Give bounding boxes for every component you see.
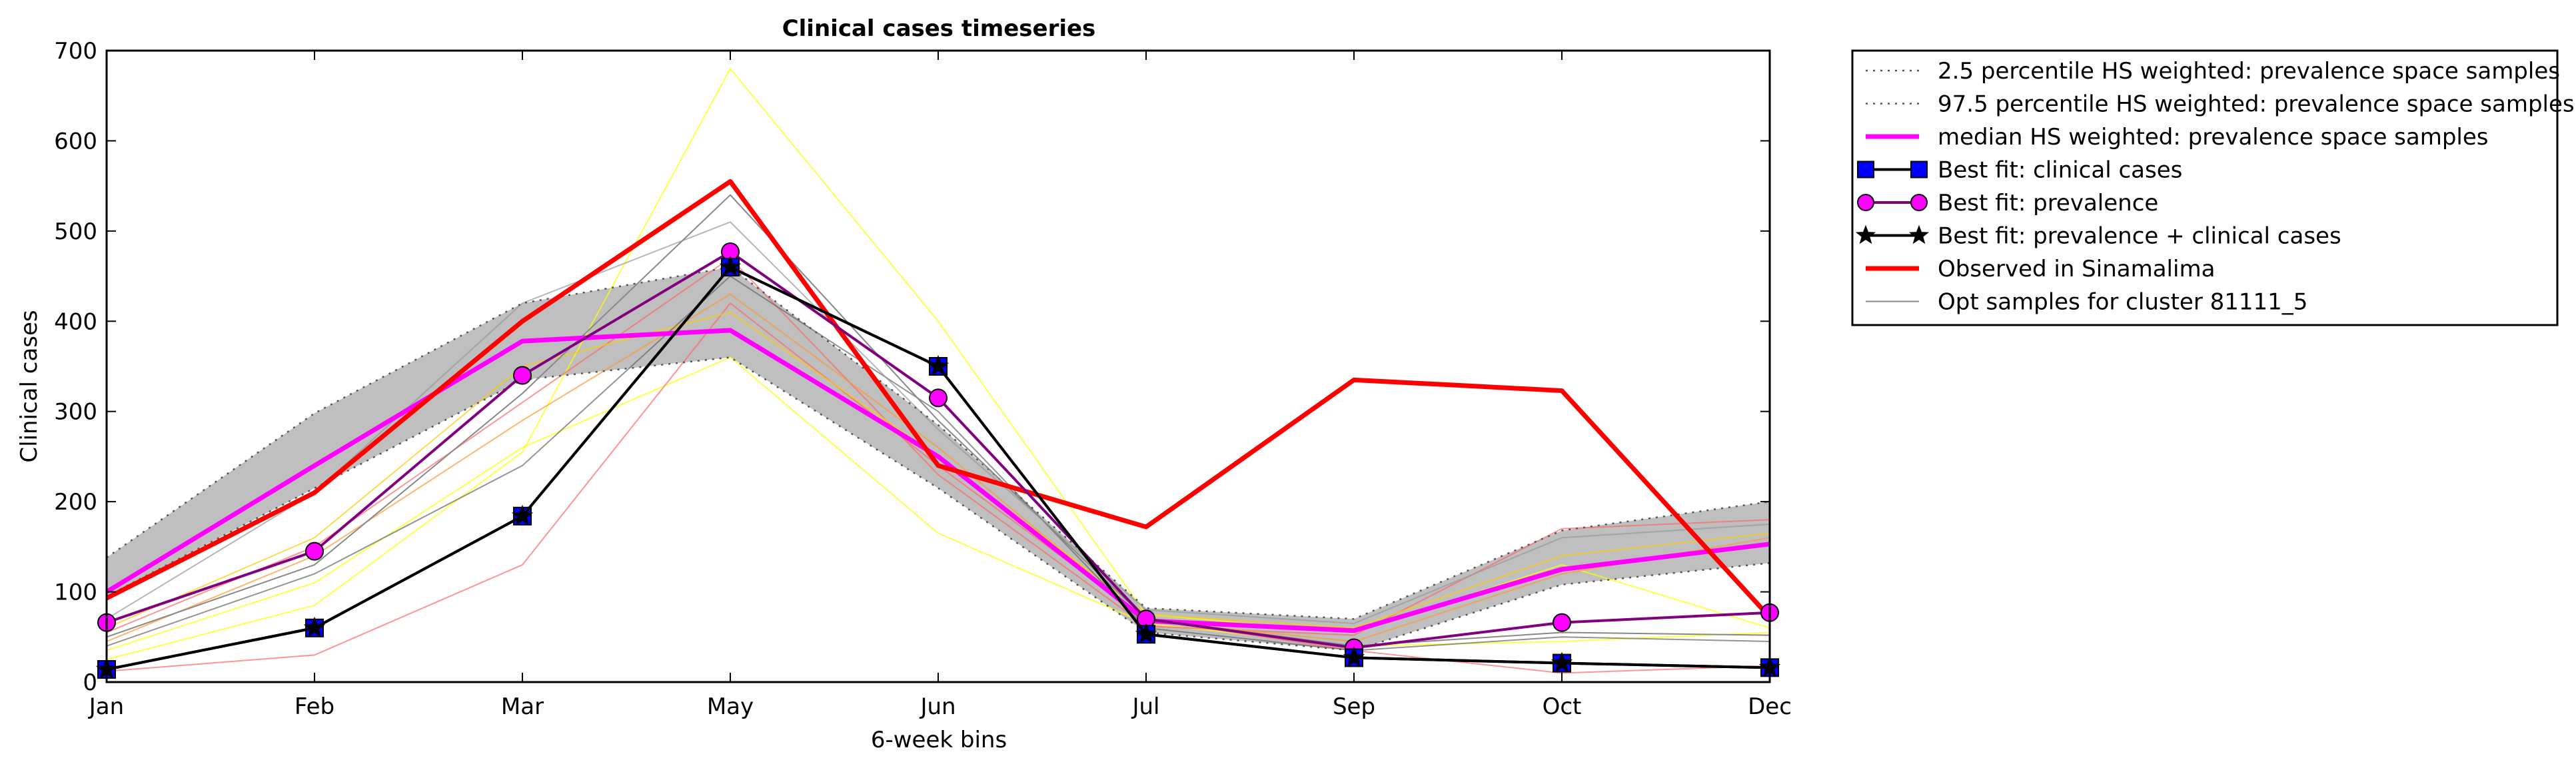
y-tick-label-1: 0 [83, 669, 97, 696]
x-tick-label-4: May [707, 693, 754, 720]
legend-marker-4-b [1910, 161, 1928, 179]
series-line-3 [105, 328, 1770, 633]
x-tick-label-2: Feb [295, 693, 334, 720]
legend-label-4: Best fit: clinical cases [1938, 157, 2182, 184]
chart-title: Clinical cases timeseries [782, 15, 1096, 42]
series-6-point-6 [1135, 623, 1157, 643]
x-tick-label-8: Oct [1543, 693, 1582, 720]
y-tick-label-8: 700 [54, 38, 97, 65]
legend-marker-6-a [1855, 224, 1876, 244]
series-line-2 [106, 266, 1770, 620]
x-axis-label: 6-week bins [871, 727, 1007, 753]
y-tick-label-4: 300 [54, 399, 97, 426]
sample-line-8 [106, 221, 1770, 624]
y-tick-label-3: 200 [54, 489, 97, 516]
y-tick-label-2: 100 [54, 579, 97, 606]
x-tick-label-1: Jan [88, 693, 124, 720]
y-tick-label-6: 500 [54, 218, 97, 245]
sample-line-5 [106, 293, 1770, 643]
legend-label-2: 97.5 percentile HS weighted: prevalence … [1938, 91, 2575, 118]
series-6-point-8 [1551, 651, 1573, 673]
x-axis: Jan Feb Mar May Jun Jul Sep Oct Dec [88, 51, 1792, 720]
series-5-point-2 [305, 542, 324, 561]
legend-marker-5-b [1910, 194, 1928, 211]
legend-label-1: 2.5 percentile HS weighted: prevalence s… [1938, 58, 2560, 85]
series-line-8 [106, 194, 1770, 647]
legend-label-5: Best fit: prevalence [1938, 190, 2158, 216]
legend-label-7: Observed in Sinamalima [1938, 256, 2215, 282]
series-6-point-2 [303, 616, 326, 637]
series-5-point-8 [1553, 613, 1571, 632]
plot-area [95, 49, 1781, 683]
y-axis-label: Clinical cases [16, 310, 43, 462]
legend: 2.5 percentile HS weighted: prevalence s… [1851, 49, 2575, 326]
series-5-point-3 [513, 366, 532, 385]
legend-marker-5-a [1857, 194, 1874, 211]
x-tick-label-3: Mar [501, 693, 544, 720]
y-tick-label-5: 400 [54, 308, 97, 335]
series-6-point-3 [511, 504, 534, 526]
series-6-point-4 [719, 255, 742, 276]
legend-label-8: Opt samples for cluster 81111_5 [1938, 289, 2307, 316]
series-5-point-5 [929, 388, 948, 408]
x-tick-label-9: Dec [1748, 693, 1792, 720]
x-tick-label-7: Sep [1333, 693, 1375, 720]
series-6-point-5 [927, 354, 950, 376]
legend-label-3: median HS weighted: prevalence space sam… [1938, 124, 2489, 151]
legend-box [1851, 49, 2559, 326]
x-tick-label-6: Jul [1131, 693, 1159, 720]
series-line-7 [105, 179, 1772, 619]
sample-line-7 [106, 275, 1770, 651]
y-tick-label-7: 600 [54, 128, 97, 155]
legend-marker-6-b [1908, 224, 1930, 244]
legend-label-6: Best fit: prevalence + clinical cases [1938, 223, 2341, 250]
series-line-1 [106, 356, 1770, 651]
x-tick-label-5: Jun [919, 693, 956, 720]
y-axis: 0 100 200 300 400 500 600 700 [54, 38, 1770, 696]
legend-marker-4-a [1857, 161, 1874, 179]
series-lines [95, 179, 1781, 679]
sample-line-4 [106, 257, 1770, 636]
series-6-point-7 [1343, 646, 1365, 667]
